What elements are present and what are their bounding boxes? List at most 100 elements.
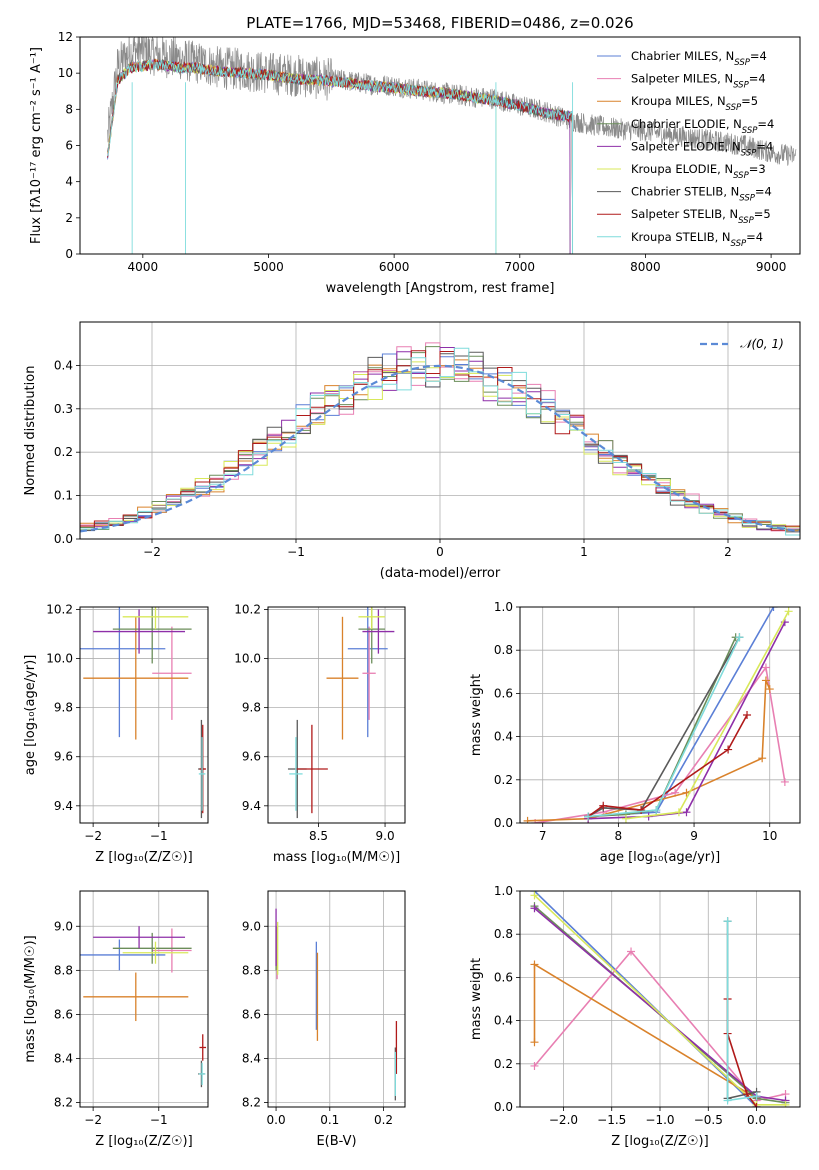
mass-weight-line [533, 950, 786, 1102]
y-tick-label: 0.8 [494, 927, 513, 941]
x-tick-label: 2 [724, 545, 732, 559]
y-tick-label: 2 [65, 211, 73, 225]
y-tick-label: 10.0 [46, 652, 73, 666]
y-axis-label: mass weight [469, 958, 484, 1040]
plus-marker [761, 676, 770, 685]
legend-entry-6: Kroupa ELODIE, NSSP=3 [631, 162, 766, 181]
panel-mass-vs-Z: −2 −1 8.2 8.4 8.6 8.8 9.0 Z [log₁₀(Z/Z☉)] mass [… [23, 890, 209, 1149]
y-tick-label: 0.2 [494, 773, 513, 787]
plus-marker [637, 806, 646, 815]
y-tick-label: 1.0 [494, 600, 513, 614]
y-tick-label: 10.2 [234, 602, 261, 616]
plot-area [523, 607, 793, 823]
x-axis-label: Z [log₁₀(Z/Z☉)] [95, 1134, 192, 1149]
model-spectrum-line [107, 59, 573, 254]
x-tick-label: 8.5 [309, 829, 328, 843]
x-tick-label: 8000 [630, 260, 661, 274]
plus-marker [682, 808, 691, 817]
y-tick-label: 9.0 [54, 919, 73, 933]
mass-weight-line [533, 962, 758, 1100]
legend-entry-7: Chabrier STELIB, NSSP=4 [631, 185, 772, 204]
y-tick-label: 9.8 [54, 701, 73, 715]
legend-entry-8: Salpeter STELIB, NSSP=5 [631, 207, 771, 226]
panel-spectrum: 4000 5000 6000 7000 8000 9000 0 2 4 6 8 10 12 wavelen… [29, 30, 801, 296]
x-tick-label: −2 [84, 829, 102, 843]
axes-frame [79, 606, 209, 824]
plus-marker [599, 801, 608, 810]
model-spectrum-line [107, 59, 573, 254]
model-spectrum-line [107, 58, 571, 254]
x-tick-label: 9 [690, 829, 698, 843]
panel-mass-weight-vs-Z: −2.0 −1.5 −1.0 −0.5 0.0 0.0 0.2 0.4 0.6 0.8 1.0 Z [… [469, 884, 801, 1149]
x-tick-label: −1 [287, 545, 305, 559]
y-tick-label: 0.4 [54, 358, 73, 372]
model-spectrum-line [107, 59, 573, 254]
plot-area [80, 926, 207, 1088]
plus-marker [530, 891, 539, 900]
y-tick-label: 9.4 [242, 799, 261, 813]
y-tick-label: 0.3 [54, 402, 73, 416]
plus-marker [784, 607, 793, 616]
mass-weight-line [726, 921, 757, 1102]
y-tick-label: 0.4 [494, 1014, 513, 1028]
y-tick-label: 0.2 [54, 445, 73, 459]
x-tick-label: 0.1 [320, 1113, 339, 1127]
plus-marker [627, 947, 636, 956]
mass-weight-line [588, 636, 741, 818]
x-tick-label: 0.2 [374, 1113, 393, 1127]
x-tick-label: −0.5 [694, 1113, 723, 1127]
y-tick-label: 10.0 [234, 652, 261, 666]
x-axis-label: mass [log₁₀(M/M☉)] [273, 850, 400, 865]
plus-marker [621, 814, 630, 823]
y-tick-label: 9.0 [242, 919, 261, 933]
x-tick-label: 1 [580, 545, 588, 559]
y-axis-label: mass [log₁₀(M/M☉)] [23, 935, 38, 1062]
plus-marker [674, 808, 683, 817]
panel-age-vs-mass: 8.5 9.0 9.4 9.6 9.8 10.0 10.2 mass [log₁₀(M/M☉)… [234, 602, 406, 865]
plot-area [80, 342, 800, 536]
x-axis-label: E(B-V) [316, 1134, 356, 1149]
y-tick-label: 8.4 [242, 1052, 261, 1066]
y-axis-label: Normed distribution [23, 366, 38, 496]
plus-marker [530, 960, 539, 969]
x-tick-label: 7000 [505, 260, 536, 274]
x-axis-label: age [log₁₀(age/yr)] [600, 850, 721, 865]
plus-marker [530, 904, 539, 913]
y-tick-label: 0.2 [494, 1057, 513, 1071]
model-spectrum-line [107, 59, 571, 254]
y-tick-label: 8.2 [54, 1096, 73, 1110]
panel-residuals: −2 −1 0 1 2 0.0 0.1 0.2 0.3 0.4 (data-model)/error… [23, 321, 801, 581]
axes-frame [267, 606, 406, 824]
observed-spectrum [107, 37, 797, 166]
y-tick-label: 0.8 [494, 643, 513, 657]
x-tick-label: −1.0 [645, 1113, 674, 1127]
plus-marker [752, 1103, 761, 1107]
plus-marker [530, 1038, 539, 1047]
residual-histogram [80, 347, 800, 536]
mass-weight-line [587, 636, 741, 818]
x-axis-label: Z [log₁₀(Z/Z☉)] [611, 1134, 708, 1149]
x-tick-label: 7 [539, 829, 547, 843]
x-axis-label: Z [log₁₀(Z/Z☉)] [95, 850, 192, 865]
mass-weight-line [588, 636, 737, 818]
x-tick-label: −1.5 [597, 1113, 626, 1127]
plus-marker [652, 806, 661, 815]
axes-frame [79, 890, 209, 1108]
plus-marker [765, 685, 774, 694]
y-tick-label: 8.2 [242, 1096, 261, 1110]
model-spectrum-line [107, 58, 573, 254]
panel-age-vs-Z: −2 −1 9.4 9.6 9.8 10.0 10.2 Z [log₁₀(Z/Z☉)] age … [23, 602, 209, 865]
y-tick-label: 8.6 [242, 1007, 261, 1021]
axes-frame [267, 890, 406, 1108]
model-spectrum-line [107, 59, 573, 254]
model-spectrum-line [107, 58, 497, 254]
legend-entry-9: Kroupa STELIB, NSSP=4 [631, 230, 763, 249]
x-tick-label: 5000 [253, 260, 284, 274]
y-tick-label: 8.6 [54, 1007, 73, 1021]
y-tick-label: 4 [65, 175, 73, 189]
y-tick-label: 0 [65, 247, 73, 261]
x-tick-label: 9.0 [376, 829, 395, 843]
plot-area [287, 607, 395, 819]
plus-marker [769, 607, 778, 611]
x-tick-label: 9000 [756, 260, 787, 274]
